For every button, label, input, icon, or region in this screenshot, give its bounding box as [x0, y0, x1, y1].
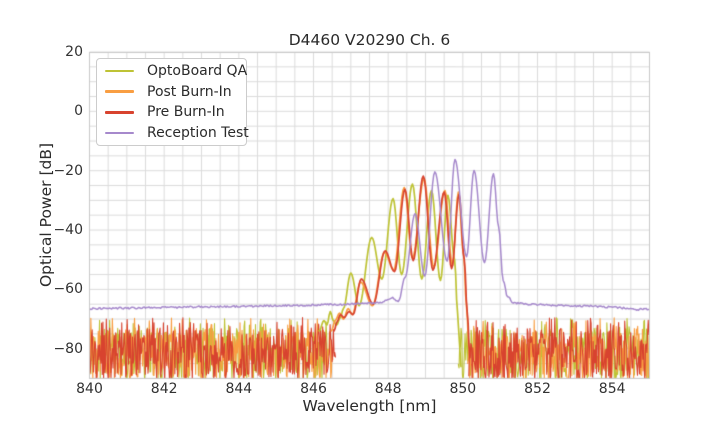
x-tick-label: 846	[300, 381, 327, 397]
y-axis-label: Optical Power [dB]	[37, 142, 55, 288]
legend-item-label: Pre Burn-In	[147, 104, 225, 121]
x-tick-label: 844	[225, 381, 253, 397]
legend-line-swatch	[105, 131, 134, 135]
legend-item-label: Reception Test	[147, 124, 249, 141]
x-tick-label: 852	[524, 381, 551, 397]
y-tick-label: 0	[74, 103, 83, 120]
x-tick-label: 848	[374, 381, 402, 397]
y-tick-label: 20	[65, 44, 83, 60]
legend-item: OptoBoard QA	[97, 61, 248, 82]
legend-item-label: OptoBoard QA	[147, 63, 248, 80]
y-tick-label: −40	[53, 222, 83, 239]
legend-item: Reception Test	[97, 123, 249, 144]
x-tick-label: 840	[76, 381, 103, 397]
chart-title: D4460 V20290 Ch. 6	[288, 31, 451, 49]
x-tick-label: 842	[150, 381, 178, 397]
y-tick-label: −20	[53, 162, 83, 179]
y-tick-label: −80	[53, 340, 83, 357]
legend-item: Post Burn-In	[97, 81, 246, 102]
y-tick-label: −60	[53, 281, 83, 298]
x-tick-label: 850	[449, 381, 477, 397]
legend-line-swatch	[105, 111, 134, 114]
legend-item: Pre Burn-In	[97, 102, 246, 123]
x-tick-label: 854	[598, 381, 626, 397]
legend: OptoBoard QA Post Burn-In Pre Burn-In Recep…	[96, 58, 249, 146]
legend-line-swatch	[105, 69, 134, 73]
legend-line-swatch	[105, 90, 134, 93]
legend-item-label: Post Burn-In	[147, 83, 232, 100]
x-axis-label: Wavelength [nm]	[302, 397, 437, 415]
